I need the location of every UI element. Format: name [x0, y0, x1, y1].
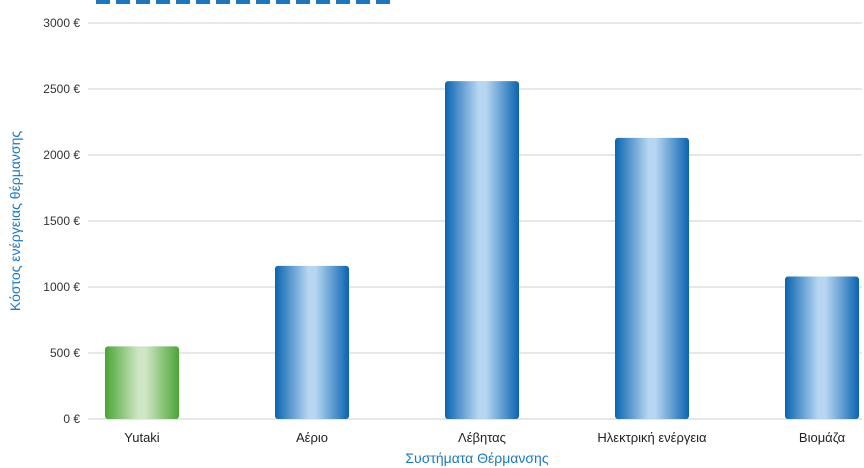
y-tick-label: 3000 €	[43, 16, 80, 30]
x-tick-label: Λέβητας	[458, 430, 506, 445]
y-tick-label: 2500 €	[43, 82, 80, 96]
y-tick-label: 0 €	[63, 412, 80, 426]
y-tick-label: 1000 €	[43, 280, 80, 294]
x-tick-label: Βιομάζα	[799, 430, 846, 445]
bar-4	[785, 276, 859, 419]
y-tick-label: 1500 €	[43, 214, 80, 228]
y-tick-label: 2000 €	[43, 148, 80, 162]
bar-1	[275, 265, 349, 419]
x-axis-title: Συστήματα Θέρμανσης	[405, 450, 548, 466]
x-tick-label: Ηλεκτρική ενέργεια	[597, 430, 707, 445]
y-tick-label: 500 €	[50, 346, 80, 360]
x-axis-labels: Yutaki Αέριο Λέβητας Ηλεκτρική ενέργεια Βιομ…	[124, 430, 845, 445]
title-strip	[96, 0, 396, 4]
bar-2	[445, 81, 519, 419]
x-tick-label: Yutaki	[124, 430, 160, 445]
x-tick-label: Αέριο	[296, 430, 328, 445]
bar-0	[105, 346, 179, 419]
y-axis-title: Κόστος ενέργειας θέρμανσης	[7, 131, 23, 311]
y-axis-ticks: 0 € 500 € 1000 € 1500 € 2000 € 2500 € 3000 €	[43, 16, 80, 426]
gridlines	[88, 22, 862, 420]
bar-3	[615, 137, 689, 419]
bars	[105, 81, 859, 419]
